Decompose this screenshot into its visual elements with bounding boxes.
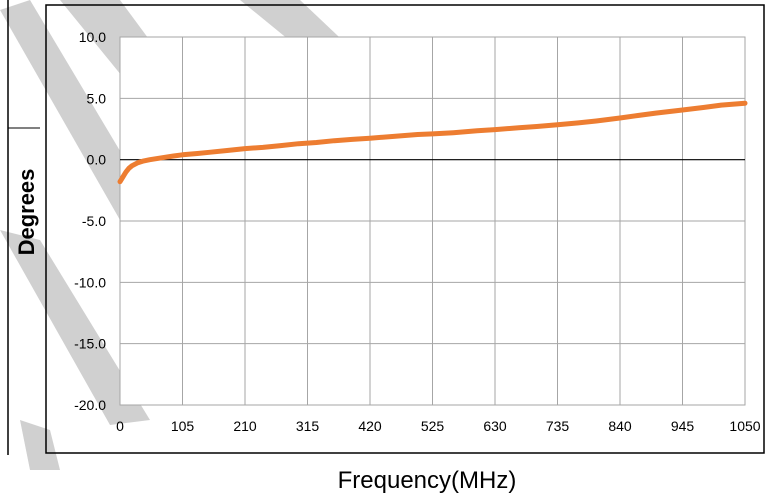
plot-area: 0 105 210 315 420 525 630 735 840 945 1050 10.0 5.0 0…	[74, 29, 761, 434]
chart-frame	[45, 4, 765, 454]
phase-series-line	[117, 100, 748, 185]
y-axis-label: Degrees	[14, 169, 39, 256]
y-tick-label: 10.0	[79, 29, 106, 45]
x-tick-label: 630	[483, 418, 507, 434]
y-tick-label: 5.0	[87, 90, 107, 106]
x-tick-label: 420	[358, 418, 382, 434]
watermark-stroke-5	[20, 420, 60, 470]
y-tick-label: -15.0	[74, 336, 106, 352]
x-tick-label: 525	[421, 418, 445, 434]
y-tick-label: 0.0	[87, 152, 107, 168]
x-tick-label: 315	[296, 418, 320, 434]
x-axis-label: Frequency(MHz)	[338, 467, 517, 494]
x-tick-label: 1050	[729, 418, 760, 434]
y-tick-label: -5.0	[82, 213, 106, 229]
left-panel-fragment	[7, 0, 40, 455]
x-tick-label: 735	[546, 418, 570, 434]
y-tick-label: -20.0	[74, 397, 106, 413]
x-tick-label: 0	[116, 418, 124, 434]
x-tick-label: 105	[171, 418, 195, 434]
y-tick-label: -10.0	[74, 274, 106, 290]
watermark-stroke-4	[0, 230, 150, 425]
x-tick-label: 945	[671, 418, 695, 434]
x-tick-label: 210	[233, 418, 257, 434]
x-tick-label: 840	[608, 418, 632, 434]
